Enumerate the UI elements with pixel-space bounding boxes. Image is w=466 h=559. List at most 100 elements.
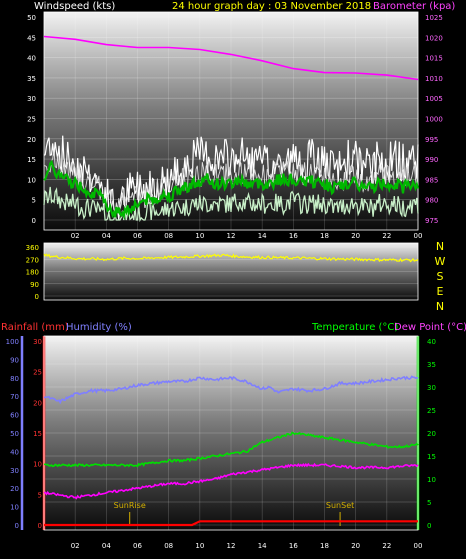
windspeed-axis-title: Windspeed (kts) [34, 1, 115, 12]
wind-average-line [43, 159, 420, 220]
direction-plot-area [44, 243, 418, 300]
rainfall-line [44, 520, 418, 527]
temp-x-tick: 22 [382, 542, 391, 550]
baro-y-tick: 975 [425, 217, 438, 225]
rain-y-tick: 10 [33, 461, 42, 469]
wind-low-line [43, 186, 419, 223]
baro-y-tick: 1015 [425, 55, 443, 63]
compass-label: N [436, 300, 444, 313]
humidity-y-tick: 70 [10, 393, 19, 401]
temp-x-tick: 08 [164, 542, 173, 550]
wind-plot-area [44, 12, 418, 230]
humidity-y-tick: 0 [15, 522, 19, 530]
temperature-axis-title: Temperature (°C) [311, 322, 398, 333]
sun-marker-label: SunRise [114, 501, 146, 510]
temp-y-tick: 35 [427, 361, 436, 369]
rain-y-tick: 20 [33, 399, 42, 407]
wind-marks [43, 35, 420, 223]
wind-y-tick: 45 [27, 34, 36, 42]
wind-x-tick: 18 [320, 232, 329, 240]
wind-x-tick: 14 [258, 232, 267, 240]
humidity-line [43, 375, 419, 405]
wind-frame [43, 11, 419, 231]
temp-x-tick: 14 [258, 542, 267, 550]
compass-label: S [437, 270, 444, 283]
temp-marks: SunRise SunSet [43, 375, 419, 527]
humidity-y-tick: 90 [10, 356, 19, 364]
temp-grid [20, 335, 420, 531]
direction-y-tick: 0 [35, 293, 39, 301]
temp-x-tick: 10 [195, 542, 204, 550]
wind-direction-line [43, 253, 419, 263]
temp-frame [43, 335, 419, 531]
wind-x-tick: 02 [71, 232, 80, 240]
temp-plot-area [44, 336, 418, 530]
wind-y-tick: 50 [27, 14, 36, 22]
temp-x-tick: 06 [133, 542, 142, 550]
wind-x-tick: 22 [382, 232, 391, 240]
wind-y-tick: 10 [27, 176, 36, 184]
rain-y-tick: 5 [38, 491, 42, 499]
temperature-line [43, 431, 419, 468]
humidity-y-tick: 80 [10, 375, 19, 383]
wind-y-tick: 5 [32, 197, 36, 205]
dewpoint-axis-title: Dew Point (°C) [394, 322, 466, 333]
wind-y-tick: 40 [27, 55, 36, 63]
wind-x-tick: 04 [102, 232, 111, 240]
wind-y-tick: 0 [32, 217, 36, 225]
temp-x-tick: 16 [289, 542, 298, 550]
humidity-y-tick: 10 [10, 504, 19, 512]
wind-x-tick: 20 [351, 232, 360, 240]
dewpoint-line [43, 462, 419, 500]
baro-y-tick: 985 [425, 176, 438, 184]
humidity-y-tick: 20 [10, 485, 19, 493]
direction-y-tick: 180 [26, 269, 39, 277]
temp-y-tick: 30 [427, 384, 436, 392]
temp-y-tick: 10 [427, 476, 436, 484]
rain-y-tick: 25 [33, 369, 42, 377]
chart-title: 24 hour graph day : 03 November 2018 [172, 1, 371, 12]
baro-y-tick: 1025 [425, 14, 443, 22]
temp-y-tick: 20 [427, 430, 436, 438]
humidity-y-tick: 100 [6, 338, 19, 346]
direction-y-tick: 270 [26, 256, 39, 264]
temp-y-tick: 25 [427, 407, 436, 415]
wind-x-tick: 16 [289, 232, 298, 240]
wind-x-tick: 10 [195, 232, 204, 240]
temp-y-tick: 40 [427, 338, 436, 346]
wind-y-tick: 35 [27, 75, 36, 83]
temp-x-tick: 02 [71, 542, 80, 550]
wind-x-tick: 08 [164, 232, 173, 240]
humidity-y-tick: 30 [10, 467, 19, 475]
baro-y-tick: 980 [425, 197, 438, 205]
temp-x-tick: 00 [414, 542, 423, 550]
direction-y-tick: 360 [26, 244, 39, 252]
baro-y-tick: 990 [425, 156, 438, 164]
direction-grid [43, 242, 419, 301]
direction-y-tick: 90 [30, 281, 39, 289]
temp-y-tick: 15 [427, 453, 436, 461]
humidity-axis-title: Humidity (%) [66, 322, 132, 333]
direction-marks [43, 253, 419, 263]
rain-y-tick: 0 [38, 522, 42, 530]
rain-y-tick: 30 [33, 338, 42, 346]
baro-y-tick: 1000 [425, 116, 443, 124]
baro-y-tick: 995 [425, 136, 438, 144]
wind-y-tick: 15 [27, 156, 36, 164]
wind-x-tick: 12 [227, 232, 236, 240]
compass-label: N [436, 240, 444, 253]
wind-y-tick: 20 [27, 136, 36, 144]
temp-x-tick: 20 [351, 542, 360, 550]
humidity-y-tick: 60 [10, 412, 19, 420]
compass-label: E [437, 285, 444, 298]
wind-x-tick: 00 [414, 232, 423, 240]
barometer-line [43, 35, 419, 81]
axis-labels: 0510152025303540455097598098599099510001… [6, 14, 446, 550]
rainfall-axis-title: Rainfall (mm) [1, 322, 69, 333]
temp-x-tick: 12 [227, 542, 236, 550]
temp-y-tick: 5 [427, 499, 431, 507]
sun-marker-label: SunSet [326, 501, 354, 510]
wind-y-tick: 25 [27, 116, 36, 124]
